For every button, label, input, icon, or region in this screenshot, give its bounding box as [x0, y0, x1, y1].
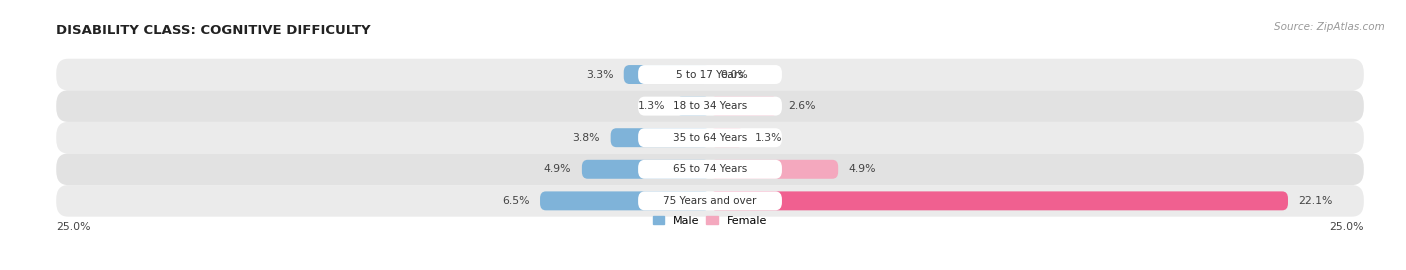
- Text: 22.1%: 22.1%: [1298, 196, 1333, 206]
- FancyBboxPatch shape: [710, 97, 778, 116]
- Text: 3.8%: 3.8%: [572, 133, 600, 143]
- FancyBboxPatch shape: [638, 160, 782, 179]
- Text: 6.5%: 6.5%: [502, 196, 530, 206]
- Text: 65 to 74 Years: 65 to 74 Years: [673, 164, 747, 174]
- Text: DISABILITY CLASS: COGNITIVE DIFFICULTY: DISABILITY CLASS: COGNITIVE DIFFICULTY: [56, 24, 371, 37]
- FancyBboxPatch shape: [582, 160, 710, 179]
- Text: 25.0%: 25.0%: [1329, 222, 1364, 232]
- FancyBboxPatch shape: [676, 97, 710, 116]
- Text: 2.6%: 2.6%: [789, 101, 815, 111]
- FancyBboxPatch shape: [638, 191, 782, 210]
- FancyBboxPatch shape: [710, 160, 838, 179]
- Text: 18 to 34 Years: 18 to 34 Years: [673, 101, 747, 111]
- FancyBboxPatch shape: [56, 153, 1364, 185]
- FancyBboxPatch shape: [638, 97, 782, 116]
- Text: Source: ZipAtlas.com: Source: ZipAtlas.com: [1274, 22, 1385, 32]
- FancyBboxPatch shape: [56, 59, 1364, 90]
- FancyBboxPatch shape: [638, 65, 782, 84]
- FancyBboxPatch shape: [56, 185, 1364, 217]
- Text: 25.0%: 25.0%: [56, 222, 91, 232]
- Text: 4.9%: 4.9%: [849, 164, 876, 174]
- Text: 1.3%: 1.3%: [638, 101, 665, 111]
- FancyBboxPatch shape: [610, 128, 710, 147]
- Text: 35 to 64 Years: 35 to 64 Years: [673, 133, 747, 143]
- FancyBboxPatch shape: [56, 90, 1364, 122]
- FancyBboxPatch shape: [638, 128, 782, 147]
- FancyBboxPatch shape: [624, 65, 710, 84]
- FancyBboxPatch shape: [710, 128, 744, 147]
- FancyBboxPatch shape: [540, 191, 710, 210]
- FancyBboxPatch shape: [56, 122, 1364, 153]
- Text: 3.3%: 3.3%: [586, 70, 613, 80]
- Text: 4.9%: 4.9%: [544, 164, 571, 174]
- Text: 0.0%: 0.0%: [720, 70, 748, 80]
- Text: 75 Years and over: 75 Years and over: [664, 196, 756, 206]
- Legend: Male, Female: Male, Female: [654, 216, 766, 226]
- Text: 5 to 17 Years: 5 to 17 Years: [676, 70, 744, 80]
- FancyBboxPatch shape: [710, 191, 1288, 210]
- Text: 1.3%: 1.3%: [755, 133, 782, 143]
